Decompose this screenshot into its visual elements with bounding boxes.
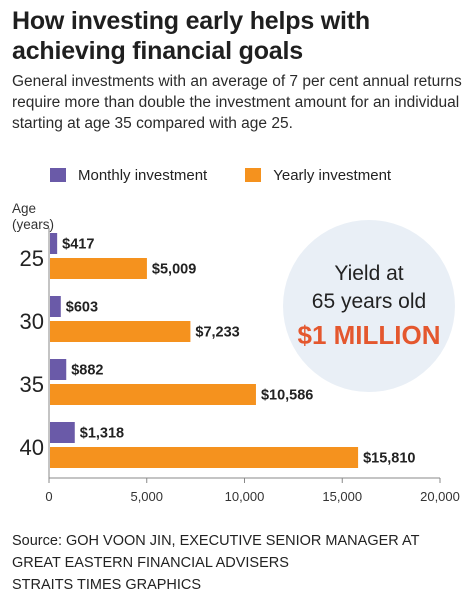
- y-axis-title: (years): [12, 217, 54, 232]
- legend-item-monthly: Monthly investment: [50, 167, 207, 184]
- yield-callout: Yield at 65 years old $1 MILLION: [283, 220, 455, 392]
- legend-swatch-monthly: [50, 168, 66, 182]
- x-tick-label: 15,000: [322, 489, 362, 504]
- chart-subtitle: General investments with an average of 7…: [12, 73, 462, 132]
- source-line: Source: GOH VOON JIN, EXECUTIVE SENIOR M…: [12, 533, 420, 549]
- bar-yearly: [50, 447, 359, 468]
- yield-line-2: 65 years old: [311, 290, 427, 313]
- bar-monthly: [50, 296, 61, 317]
- legend: Monthly investment Yearly investment: [50, 164, 429, 186]
- source-line: STRAITS TIMES GRAPHICS: [12, 577, 202, 593]
- bar-yearly: [50, 321, 191, 342]
- data-label-yearly: $10,586: [261, 388, 313, 404]
- data-label-monthly: $603: [66, 300, 98, 316]
- category-label: 25: [20, 246, 44, 271]
- yield-line-1: Yield at: [334, 262, 404, 285]
- bar-yearly: [50, 258, 147, 279]
- x-tick-label: 20,000: [420, 489, 460, 504]
- data-label-yearly: $15,810: [363, 451, 415, 467]
- yield-amount: $1 MILLION: [297, 320, 441, 350]
- legend-swatch-yearly: [245, 168, 262, 182]
- bar-monthly: [50, 233, 58, 254]
- x-tick-label: 10,000: [225, 489, 265, 504]
- data-label-monthly: $417: [62, 237, 94, 253]
- bar-yearly: [50, 384, 256, 405]
- data-label-monthly: $882: [71, 363, 103, 379]
- y-axis-title: Age: [12, 201, 36, 216]
- category-label: 30: [20, 309, 44, 334]
- category-label: 35: [20, 372, 44, 397]
- bar-monthly: [50, 359, 67, 380]
- x-tick-label: 5,000: [130, 489, 163, 504]
- bar-chart: Age(years) 25 $417 $5,009 30 $603 $7,233 35 $882…: [12, 201, 460, 504]
- legend-label-yearly: Yearly investment: [273, 166, 392, 184]
- bar-monthly: [50, 422, 75, 443]
- category-label: 40: [20, 435, 44, 460]
- data-label-yearly: $5,009: [152, 262, 196, 278]
- x-tick-label: 0: [45, 489, 52, 504]
- source-line: GREAT EASTERN FINANCIAL ADVISERS: [12, 555, 289, 571]
- data-label-monthly: $1,318: [80, 426, 124, 442]
- legend-label-monthly: Monthly investment: [78, 166, 208, 184]
- legend-item-yearly: Yearly investment: [245, 167, 391, 184]
- data-label-yearly: $7,233: [195, 325, 239, 341]
- source-note: Source: GOH VOON JIN, EXECUTIVE SENIOR M…: [12, 530, 467, 596]
- chart-title: How investing early helps with achieving…: [12, 7, 370, 65]
